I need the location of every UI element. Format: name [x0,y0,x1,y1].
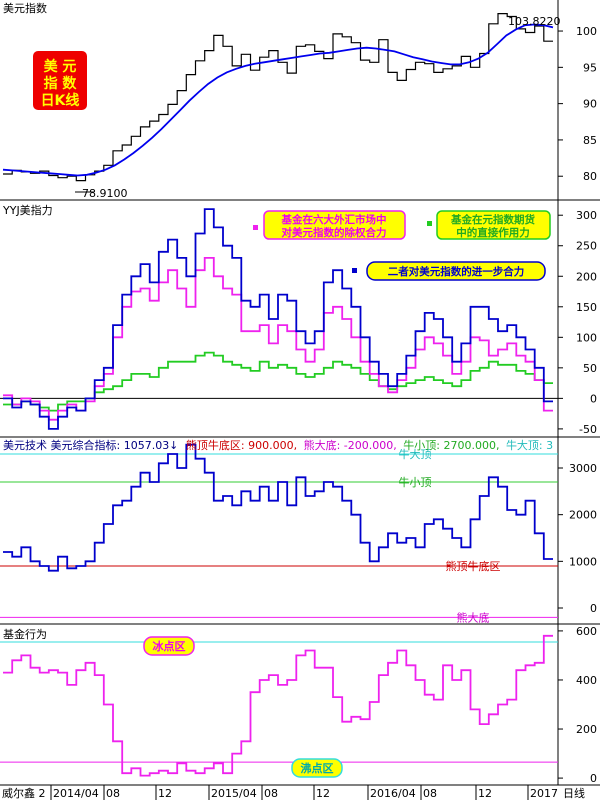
series-fund-behavior-line [3,634,553,777]
x-axis-ticks: 2014/04 08 12 2015/04 08 12 2016/04 08 12 2017 [50,785,558,800]
freeze-zone-badge: 冰点区 [143,636,195,656]
y-tick-label: 300 [576,209,597,222]
legend-item-green: 基金在元指数期货 中的直接作用力 [427,210,551,240]
x-tick-label: 2015/04 [211,787,257,800]
header-bull-big: 牛大顶: 3 [506,438,553,452]
y-tick-label: 250 [576,240,597,253]
y-tick-label: 95 [583,61,597,74]
y-tick-label: 2000 [569,509,597,522]
header-bear-bottom: 熊大底: -200.000, [304,438,397,452]
legend-blue-line1: 二者对美元指数的进一步合力 [388,265,525,278]
freeze-zone-label: 冰点区 [153,639,186,653]
legend-green-line2: 中的直接作用力 [456,226,530,239]
badge-line-2: 指 数 [44,75,78,92]
y-tick-label: 200 [576,723,597,736]
legend-item-magenta: 基金在六大外汇市场中 对美元指数的除权合力 [253,210,406,240]
x-tick-label: 2017 [530,787,558,800]
panel-title-usd-index: 美元指数 [3,1,47,15]
x-tick-label: 12 [478,787,492,800]
x-tick-label: 08 [264,787,278,800]
y-tick-label: 0 [590,392,597,405]
y-tick-label: 50 [583,362,597,375]
y-tick-label: 0 [590,772,597,785]
ref-line-label: 牛小顶 [399,475,432,489]
ref-line-label: 熊顶牛底区 [446,559,501,573]
header-bear-top: 熊顶牛底区: 900.000, [186,438,297,452]
ref-line-label: 熊大底 [457,610,490,624]
usd-index-badge: 美 元 指 数 日K线 [33,51,87,110]
y-tick-label: 0 [590,602,597,615]
legend-green-line1: 基金在元指数期货 [450,213,535,226]
y-tick-label: 3000 [569,462,597,475]
footer-right-label: 日线 [563,786,585,800]
header-composite-indicator: 美元技术 美元综合指标: 1057.03↓ [3,438,178,452]
x-tick-label: 08 [423,787,437,800]
y-tick-label: 85 [583,134,597,147]
low-price-label: 78.9100 [82,187,128,200]
y-tick-label: 100 [576,25,597,38]
x-tick-label: 2014/04 [53,787,99,800]
legend-magenta-line1: 基金在六大外汇市场中 [281,213,387,226]
x-tick-label: 12 [158,787,172,800]
boil-zone-badge: 沸点区 [291,758,343,778]
boil-zone-label: 沸点区 [301,761,334,775]
panel-title-yyj: YYJ美指力 [2,203,53,217]
series-composite-line [3,443,553,572]
y-tick-label: 600 [576,625,597,638]
series-green-line [3,351,553,412]
footer-left-label: 威尔鑫 2 [2,786,46,800]
ref-line-label: 牛大顶 [399,447,432,461]
panel-title-fund-behavior: 基金行为 [3,627,47,641]
series-ma-line [2,23,554,177]
y-tick-label: 100 [576,331,597,344]
y-tick-label: 90 [583,98,597,111]
x-tick-label: 08 [106,787,120,800]
legend-magenta-line2: 对美元指数的除权合力 [282,226,387,239]
y-tick-label: 200 [576,270,597,283]
header-bull-small: 牛小顶: 2700.000, [403,438,499,452]
y-tick-label: 400 [576,674,597,687]
y-tick-label: 150 [576,301,597,314]
badge-line-1: 美 元 [44,58,77,75]
y-tick-label: 80 [583,170,597,183]
peak-price-label: 103.8220 [508,15,561,28]
x-tick-label: 12 [316,787,330,800]
y-tick-label: 1000 [569,555,597,568]
badge-line-3: 日K线 [41,92,80,109]
panel-3-header: 美元技术 美元综合指标: 1057.03↓ 熊顶牛底区: 900.000, 熊大… [3,438,553,452]
axis-ticks: 80859095100-5005010015020025030001000200… [558,25,597,785]
legend-item-blue: 二者对美元指数的进一步合力 [352,261,546,281]
series-lines [2,13,554,777]
x-tick-label: 2016/04 [370,787,416,800]
y-tick-label: -50 [579,423,597,436]
series-blue-line [3,208,553,430]
